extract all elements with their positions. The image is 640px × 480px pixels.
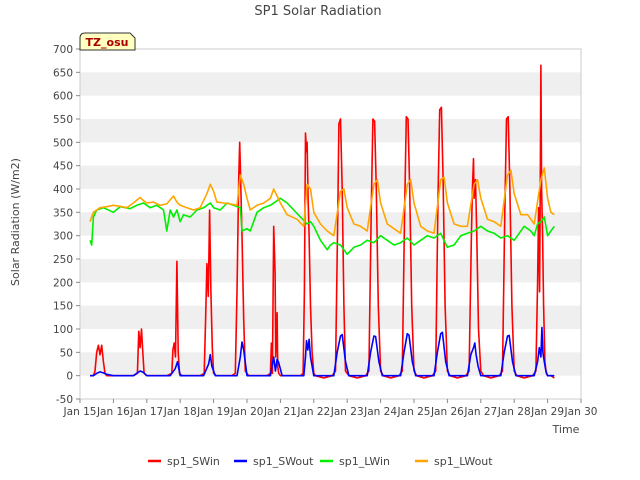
grid-band (80, 72, 581, 96)
y-tick-label: 650 (53, 67, 73, 79)
y-tick-label: 250 (53, 254, 73, 266)
y-tick-label: 50 (60, 347, 73, 359)
x-tick-label: Jan 29 (530, 406, 564, 418)
y-tick-label: 600 (53, 91, 73, 103)
y-axis-label: Solar Radiation (W/m2) (9, 158, 22, 286)
x-axis-ticks: Jan 15 Jan 16 Jan 17 Jan 18 Jan 19 Jan 20 Jan … (63, 399, 598, 418)
plot-frame (79, 48, 582, 400)
y-tick-label: 100 (53, 324, 73, 336)
legend-item-sp1_SWout: sp1_SWout (234, 455, 314, 468)
y-tick-label: 550 (53, 114, 73, 126)
chart-title: SP1 Solar Radiation (254, 4, 381, 19)
y-tick-label: 150 (53, 301, 73, 313)
y-tick-label: 350 (53, 207, 73, 219)
x-tick-label: Jan 23 (330, 406, 364, 418)
legend: sp1_SWin sp1_SWout sp1_LWin sp1_LWout (148, 455, 493, 468)
site-badge-box (79, 32, 136, 51)
grid-band (80, 165, 581, 189)
grid-band (80, 305, 581, 329)
site-badge-label: TZ_osu (86, 36, 129, 49)
y-tick-label: 500 (53, 137, 73, 149)
x-tick-label: Jan 16 (96, 406, 130, 418)
x-tick-label: Jan 20 (230, 406, 264, 418)
y-tick-label: 400 (53, 184, 73, 196)
legend-item-sp1_LWin: sp1_LWin (320, 455, 390, 468)
grid-band (80, 119, 581, 143)
y-axis-ticks: -50 0 50 100 150 200 250 300 350 400 450 500 550 600 6… (53, 44, 80, 406)
legend-item-sp1_SWin: sp1_SWin (148, 455, 220, 468)
series-line-sp1_SWout (90, 326, 555, 377)
x-tick-label: Jan 25 (397, 406, 431, 418)
x-tick-label: Jan 21 (263, 406, 297, 418)
legend-label: sp1_SWout (253, 455, 314, 468)
legend-label: sp1_LWin (339, 455, 390, 468)
x-tick-label: Jan 30 (564, 406, 598, 418)
grid-band (80, 352, 581, 376)
x-tick-label: Jan 27 (463, 406, 497, 418)
y-tick-label: 0 (66, 371, 73, 383)
legend-item-sp1_LWout: sp1_LWout (415, 455, 493, 468)
y-tick-label: -50 (56, 394, 73, 406)
grid-band (80, 212, 581, 236)
x-tick-label: Jan 24 (363, 406, 397, 418)
y-tick-label: 700 (53, 44, 73, 56)
y-tick-label: 200 (53, 277, 73, 289)
x-tick-label: Jan 15 (63, 406, 97, 418)
x-tick-label: Jan 26 (430, 406, 464, 418)
x-tick-label: Jan 28 (497, 406, 531, 418)
grid-band (80, 259, 581, 283)
series-line-sp1_LWin (89, 197, 555, 256)
series-layer (89, 64, 555, 379)
y-tick-label: 450 (53, 161, 73, 173)
x-axis-label: Time (552, 423, 580, 436)
x-tick-label: Jan 22 (296, 406, 330, 418)
series-line-sp1_LWout (89, 167, 555, 237)
y-tick-label: 300 (53, 231, 73, 243)
x-tick-label: Jan 18 (163, 406, 197, 418)
series-line-sp1_SWin (90, 64, 555, 379)
legend-label: sp1_SWin (167, 455, 220, 468)
site-badge: TZ_osu (79, 32, 136, 51)
x-tick-label: Jan 17 (129, 406, 163, 418)
x-tick-label: Jan 19 (196, 406, 230, 418)
legend-label: sp1_LWout (434, 455, 493, 468)
